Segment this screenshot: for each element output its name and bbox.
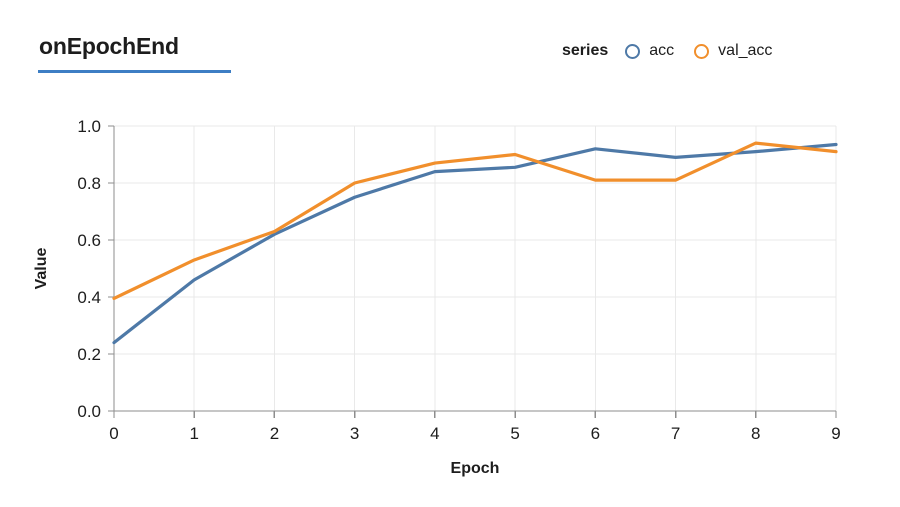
y-tick-label: 0.6 bbox=[77, 231, 101, 250]
x-tick-label: 6 bbox=[591, 424, 600, 443]
page-title: onEpochEnd bbox=[39, 33, 179, 59]
series-line-val_acc bbox=[112, 141, 838, 301]
open-circle-icon bbox=[625, 43, 641, 59]
x-tick-label: 0 bbox=[109, 424, 118, 443]
axis-labels: Epoch Value bbox=[33, 248, 499, 478]
x-tick-label: 2 bbox=[270, 424, 279, 443]
y-tick-label: 0.4 bbox=[77, 288, 101, 307]
line-chart: 0.0 0.2 0.4 0.6 0.8 1.0 0 1 2 3 4 5 6 7 8 9 Epoch Value bbox=[33, 117, 841, 478]
legend-item-label: acc bbox=[649, 42, 675, 59]
gridlines bbox=[114, 125, 837, 411]
chart-header: onEpochEnd series acc val_acc bbox=[0, 0, 900, 100]
data-series bbox=[112, 141, 838, 345]
axis-ticks: 0.0 0.2 0.4 0.6 0.8 1.0 0 1 2 3 4 5 6 7 8 9 bbox=[77, 117, 840, 443]
legend-item-val-acc[interactable]: val_acc bbox=[694, 42, 772, 60]
y-tick-label: 0.2 bbox=[77, 345, 101, 364]
plot-area: 0.0 0.2 0.4 0.6 0.8 1.0 0 1 2 3 4 5 6 7 8 9 Epoch Value bbox=[0, 96, 900, 486]
open-circle-icon bbox=[694, 43, 710, 59]
title-underline bbox=[38, 70, 231, 73]
x-tick-label: 4 bbox=[430, 424, 439, 443]
axis-spines bbox=[113, 126, 836, 412]
x-tick-label: 3 bbox=[350, 424, 359, 443]
y-tick-label: 0.0 bbox=[77, 402, 101, 421]
y-tick-label: 1.0 bbox=[77, 117, 101, 136]
chart-legend: series acc val_acc bbox=[562, 38, 772, 64]
x-axis-title: Epoch bbox=[451, 460, 500, 477]
y-tick-label: 0.8 bbox=[77, 174, 101, 193]
x-tick-label: 7 bbox=[671, 424, 680, 443]
legend-item-label: val_acc bbox=[718, 42, 773, 59]
y-axis-title: Value bbox=[33, 248, 50, 290]
series-line-acc bbox=[112, 142, 838, 345]
x-tick-label: 1 bbox=[189, 424, 198, 443]
x-tick-label: 9 bbox=[831, 424, 840, 443]
x-tick-label: 5 bbox=[510, 424, 519, 443]
legend-title: series bbox=[562, 42, 609, 59]
legend-item-acc[interactable]: acc bbox=[625, 42, 674, 60]
x-tick-label: 8 bbox=[751, 424, 760, 443]
